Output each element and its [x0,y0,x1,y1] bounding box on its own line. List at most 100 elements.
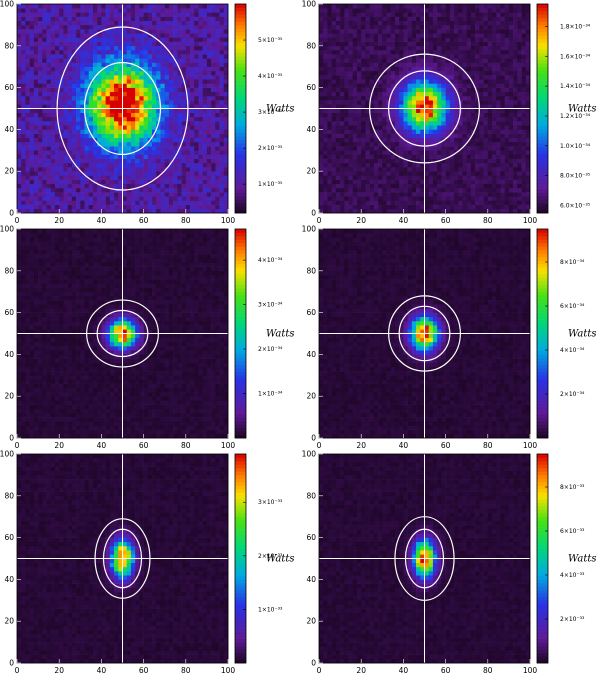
heatmap-cell [76,158,81,164]
heatmap-cell [441,179,446,185]
heatmap-cell [492,75,497,80]
heatmap-cell [88,208,94,214]
heatmap-cell [181,12,187,17]
heatmap-cell [80,20,85,26]
heatmap-cell [356,62,362,67]
heatmap-cell [105,87,111,93]
heatmap-cell [109,8,115,13]
heatmap-cell [206,83,212,88]
heatmap-cell [92,146,98,151]
heatmap-cell [437,62,442,67]
heatmap-cell [80,12,85,17]
heatmap-cell [458,54,463,59]
heatmap-cell [42,24,47,30]
heatmap-cell [185,8,191,13]
heatmap-cell [42,41,47,47]
heatmap-cell [130,37,136,42]
heatmap-cell [403,125,408,130]
heatmap-cell [352,70,358,76]
heatmap-cell [496,129,501,134]
heatmap-cell [126,175,132,180]
heatmap-cell [54,12,60,17]
heatmap-cell [487,167,493,172]
heatmap-cell [54,200,60,205]
heatmap-cell [504,29,510,34]
heatmap-cell [118,16,123,22]
heatmap-cell [475,116,480,122]
heatmap-cell [118,196,123,201]
heatmap-cell [416,179,421,185]
heatmap-cell [399,196,404,201]
heatmap-cell [126,171,132,176]
heatmap-cell [190,146,195,151]
heatmap-cell [513,167,518,172]
heatmap-cell [160,33,165,38]
heatmap-cell [508,37,514,42]
heatmap-cell [223,4,229,9]
heatmap-cell [373,49,379,55]
heatmap-cell [416,70,421,76]
heatmap-cell [382,133,387,139]
heatmap-cell [411,41,417,47]
heatmap-cell [17,16,22,22]
heatmap-cell [390,8,396,13]
heatmap-cell [335,104,341,109]
heatmap-cell [373,137,379,143]
heatmap-cell [399,158,404,164]
heatmap-cell [487,87,493,93]
heatmap-cell [416,167,421,172]
heatmap-cell [403,208,408,214]
heatmap-cell [219,75,225,80]
heatmap-cell [76,70,81,76]
heatmap-cell [449,108,455,113]
heatmap-cell [135,87,140,93]
heatmap-cell [487,116,493,122]
heatmap-cell [84,129,90,134]
heatmap-cell [114,141,119,147]
colorbar-segment [235,35,246,40]
heatmap-cell [84,125,90,130]
colorbar-segment [235,17,246,22]
heatmap-cell [432,137,438,143]
heatmap-cell [382,4,387,9]
heatmap-cell [168,33,174,38]
heatmap-cell [449,133,455,139]
heatmap-cell [105,196,111,201]
heatmap-cell [462,58,467,63]
heatmap-cell [483,95,489,101]
heatmap-cell [33,112,39,118]
heatmap-cell [101,29,106,34]
heatmap-cell [50,41,56,47]
heatmap-cell [420,108,425,113]
heatmap-cell [352,175,358,180]
heatmap-cell [470,4,476,9]
heatmap-cell [33,16,39,22]
colorbar-tick-label: 1×10⁻³⁵ [258,181,283,188]
heatmap-cell [164,187,170,193]
heatmap-cell [25,183,30,189]
heatmap-cell [160,150,165,155]
heatmap-cell [105,37,111,42]
heatmap-cell [327,116,332,122]
heatmap-cell [223,24,229,30]
heatmap-cell [84,141,90,147]
heatmap-cell [365,162,370,168]
heatmap-cell [17,183,22,189]
heatmap-cell [369,24,375,30]
heatmap-cell [445,129,451,134]
heatmap-cell [327,125,332,130]
heatmap-cell [80,100,85,105]
heatmap-cell [416,208,421,214]
heatmap-cell [173,62,178,67]
heatmap-cell [492,41,497,47]
heatmap-cell [462,125,467,130]
heatmap-cell [479,62,484,67]
heatmap-cell [496,175,501,180]
colorbar-segment [235,63,246,67]
heatmap-cell [407,162,413,168]
heatmap-cell [323,75,328,80]
heatmap-cell [411,171,417,176]
heatmap-cell [331,104,337,109]
heatmap-cell [202,137,208,143]
heatmap-cell [365,179,370,185]
